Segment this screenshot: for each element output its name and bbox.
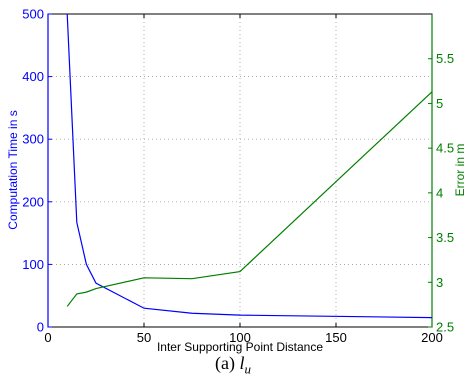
axes-layer: 0 50 100 150 200 0 100 200 300 400 500 2.5 3 3.5 4 4.5 5… [22,7,454,346]
caption-subscript: u [244,361,252,377]
y-left-tick-label: 0 [37,320,44,335]
y-left-tick-label: 300 [22,132,44,147]
computation-time-series-line [66,13,433,319]
x-tick-label: 150 [325,330,347,345]
x-tick-label: 0 [44,330,51,345]
y-right-tick-label: 4.5 [436,141,454,156]
grid-layer [48,14,432,327]
y-axis-left-label: Computation Time in s [6,110,20,229]
series-layer [66,13,433,319]
y-right-tick-label: 2.5 [436,320,454,335]
y-right-tick-label: 4 [436,185,443,200]
caption-prefix: (a) [215,353,235,373]
y-right-tick-label: 3 [436,275,443,290]
x-tick-label: 200 [421,330,443,345]
figure-caption: (a) lu [0,353,466,378]
caption-symbol: l [239,353,245,373]
y-left-tick-label: 200 [22,194,44,209]
error-series-line [66,91,433,307]
y-left-tick-label: 100 [22,257,44,272]
x-tick-label: 50 [137,330,151,345]
x-tick-label: 100 [229,330,251,345]
y-right-tick-label: 3.5 [436,230,454,245]
y-left-tick-label: 500 [22,7,44,22]
y-left-tick-label: 400 [22,69,44,84]
y-axis-right-label: Error in m [453,144,466,197]
y-right-tick-label: 5.5 [436,51,454,66]
y-right-tick-label: 5 [436,96,443,111]
x-axis-label: Inter Supporting Point Distance [157,340,323,354]
